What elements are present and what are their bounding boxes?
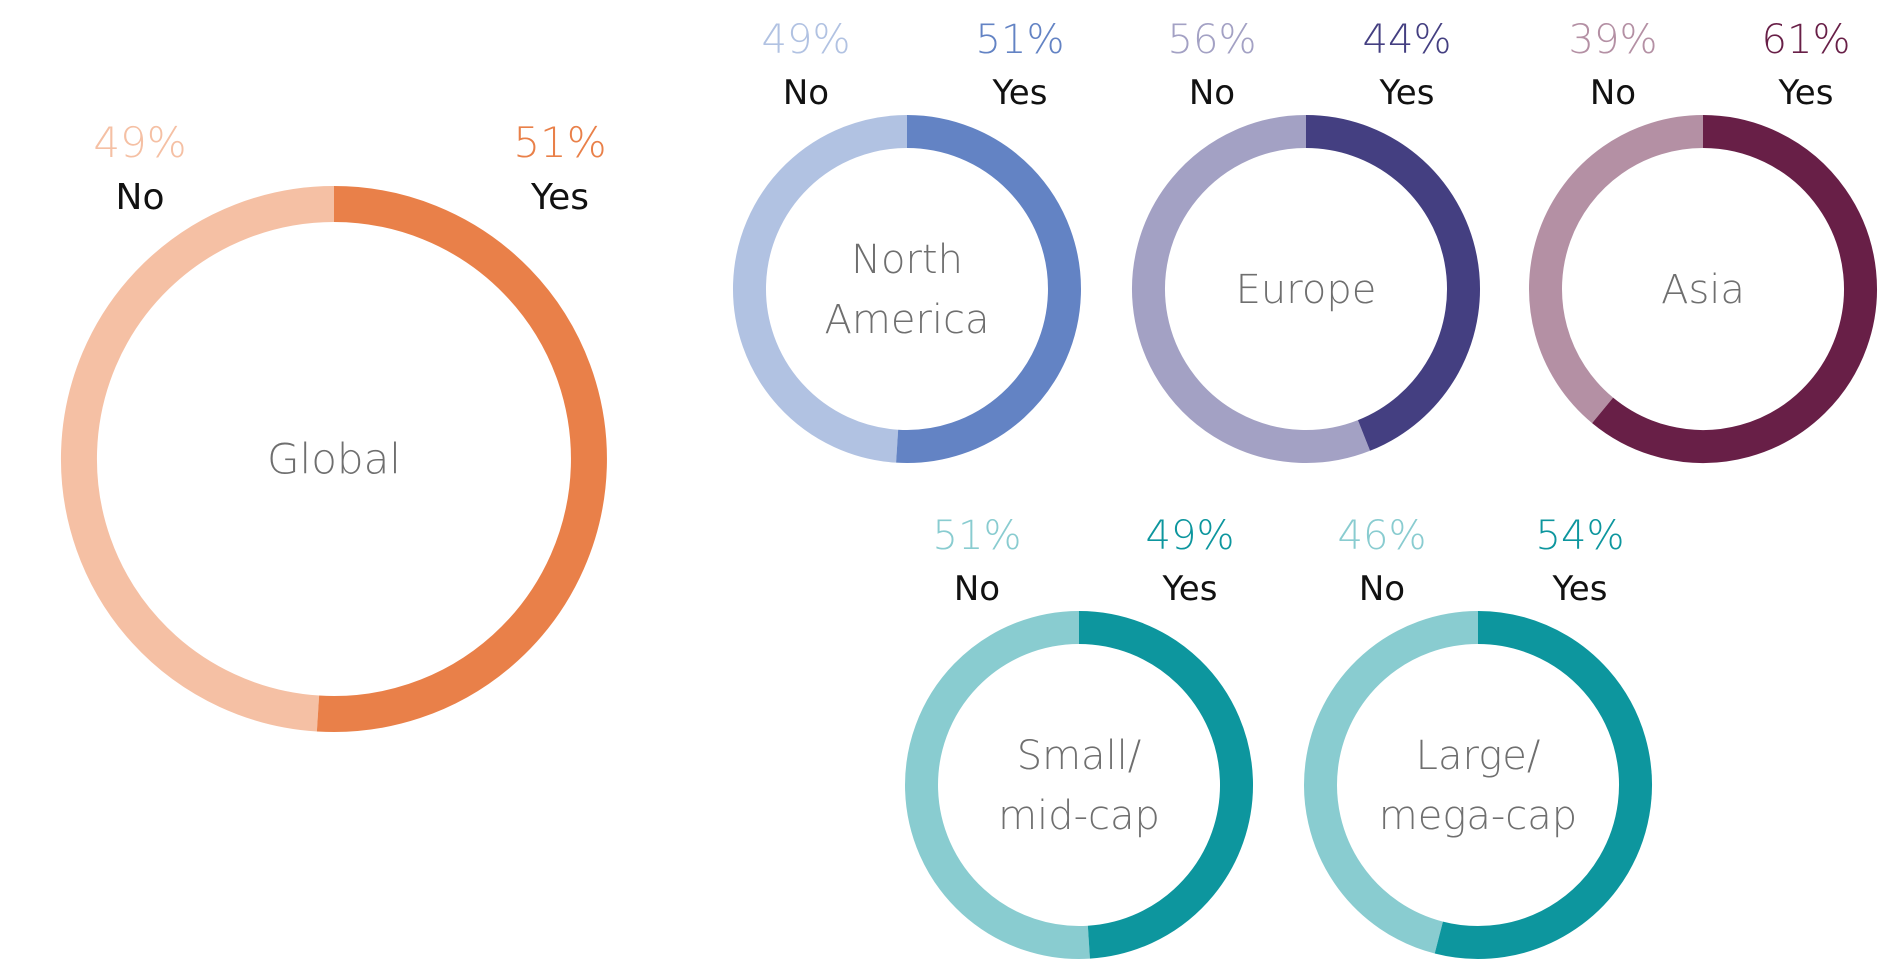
donut-slice-no [1304, 611, 1479, 954]
no-label: No [1590, 73, 1636, 113]
donut-chart-5: 51% 49% No Yes Small/mid-cap [905, 513, 1254, 959]
yes-label: Yes [530, 177, 589, 218]
donut-center-label: Global [267, 435, 401, 484]
yes-percent-label: 51% [976, 17, 1065, 63]
yes-label: Yes [1162, 569, 1218, 609]
donut-chart-3: 56% 44% No Yes Europe [1132, 17, 1480, 463]
donut-slice-no [1529, 115, 1704, 424]
donut-center-label: Small/ [1017, 733, 1142, 779]
no-label: No [1189, 73, 1235, 113]
donut-slice-no [61, 186, 335, 732]
donut-chart-6: 46% 54% No Yes Large/mega-cap [1304, 513, 1652, 959]
no-percent-label: 39% [1569, 17, 1658, 63]
donut-center-label: mega-cap [1379, 793, 1577, 839]
yes-label: Yes [1379, 73, 1435, 113]
donut-slice-yes [1078, 611, 1254, 959]
donut-center-label: America [825, 297, 990, 343]
donut-center-label: mid-cap [998, 793, 1160, 839]
no-percent-label: 49% [762, 17, 851, 63]
donut-slice-yes [1592, 115, 1877, 463]
yes-label: Yes [1552, 569, 1608, 609]
yes-percent-label: 44% [1363, 17, 1452, 63]
donut-slice-yes [1305, 115, 1480, 451]
donut-slice-no [905, 611, 1090, 959]
donut-slice-no [1132, 115, 1371, 463]
no-label: No [783, 73, 829, 113]
donut-slice-yes [1434, 611, 1652, 959]
yes-percent-label: 49% [1146, 513, 1235, 559]
yes-percent-label: 61% [1762, 17, 1851, 63]
no-percent-label: 46% [1338, 513, 1427, 559]
donut-center-label: North [851, 237, 963, 283]
yes-label: Yes [1778, 73, 1834, 113]
donut-chart-1: 49% 51% No Yes Global [61, 118, 607, 732]
yes-percent-label: 51% [513, 118, 606, 167]
yes-label: Yes [992, 73, 1048, 113]
no-label: No [1359, 569, 1405, 609]
no-percent-label: 49% [93, 118, 186, 167]
donut-chart-2: 49% 51% No Yes North America [732, 17, 1081, 463]
donut-slice-yes [896, 115, 1081, 463]
donut-center-label: Asia [1661, 267, 1745, 313]
donut-slice-no [732, 115, 908, 463]
no-label: No [116, 177, 165, 218]
donut-chart-4: 39% 61% No Yes Asia [1529, 17, 1877, 463]
yes-percent-label: 54% [1536, 513, 1625, 559]
no-label: No [954, 569, 1000, 609]
no-percent-label: 51% [933, 513, 1022, 559]
donut-center-label: Europe [1236, 267, 1377, 313]
no-percent-label: 56% [1168, 17, 1257, 63]
donut-slice-yes [316, 186, 607, 732]
donut-center-label: Large/ [1416, 733, 1541, 779]
